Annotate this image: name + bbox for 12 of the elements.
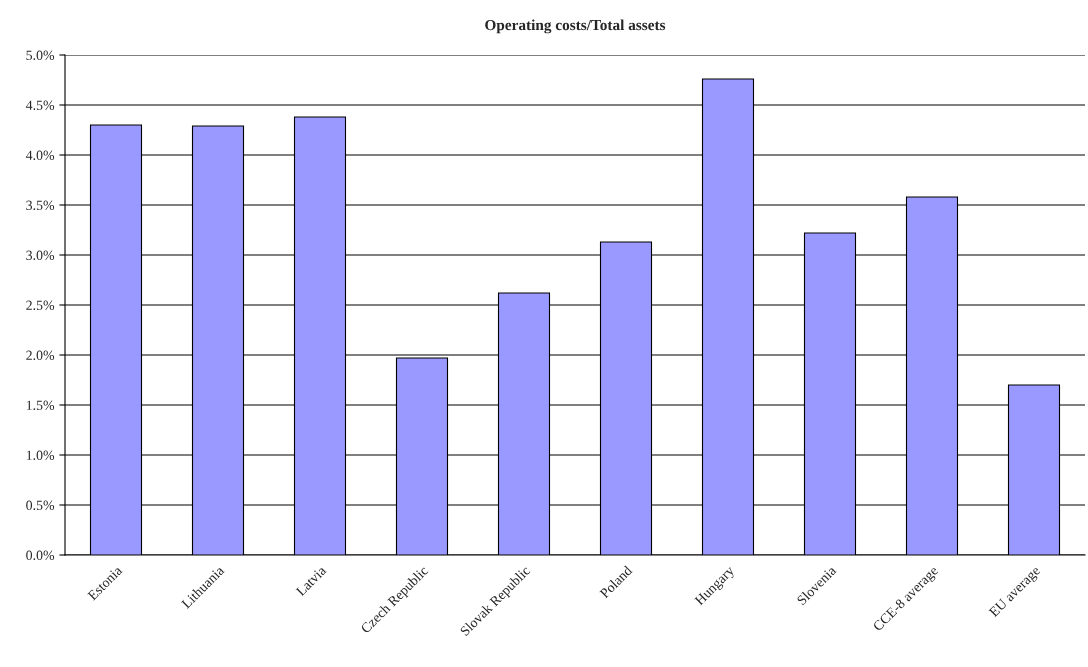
y-tick-label: 2.0% [26,350,55,361]
y-tick-label: 2.5% [26,300,55,311]
y-tick-label: 1.5% [26,400,55,411]
y-tick-label: 5.0% [26,50,55,61]
y-tick-label: 3.5% [26,200,55,211]
y-tick-label: 4.5% [25,100,55,111]
y-tick-label: 0.5% [26,500,55,511]
y-tick-label: 4.0% [25,150,55,161]
y-tick-label: 1.0% [26,450,55,461]
y-tick-label: 3.0% [26,250,55,261]
chart-title: Operating costs/Total assets [485,19,666,34]
y-tick-label: 0.0% [26,550,55,561]
